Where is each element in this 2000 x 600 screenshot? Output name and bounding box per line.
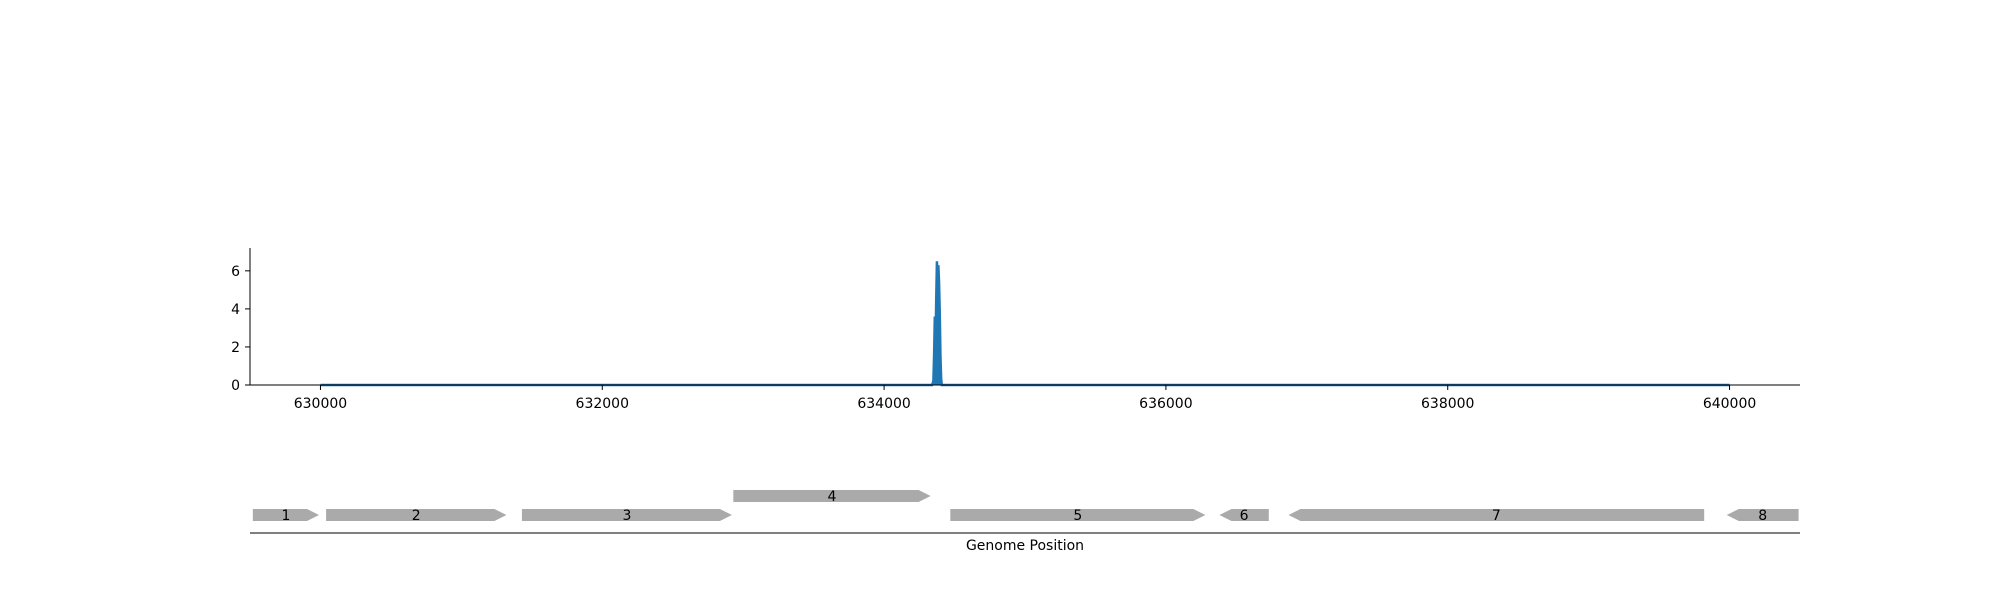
- gene-label: 8: [1758, 508, 1767, 524]
- gene-arrow: [1219, 509, 1269, 521]
- coverage-line: [320, 261, 1730, 387]
- gene-arrow: [733, 490, 931, 502]
- gene-arrow: [1288, 509, 1705, 521]
- x-tick-label: 632000: [576, 396, 629, 412]
- gene-label: 7: [1492, 508, 1501, 524]
- series-layer: [320, 261, 1730, 387]
- genes-layer: 1 2 3 4 5 6 7 8: [252, 489, 1799, 524]
- y-ticks: 0 2 4 6: [231, 264, 250, 394]
- y-tick-label: 6: [231, 264, 240, 280]
- x-ticks: 630000 632000 634000 636000 638000 640000: [294, 385, 1756, 412]
- x-axis-title: Genome Position: [966, 538, 1084, 554]
- gene-label: 2: [412, 508, 421, 524]
- y-tick-label: 4: [231, 302, 240, 318]
- x-tick-label: 638000: [1421, 396, 1474, 412]
- gene-arrow: [950, 509, 1206, 521]
- gene-label: 1: [281, 508, 290, 524]
- y-tick-label: 0: [231, 378, 240, 394]
- gene-arrow: [1726, 509, 1799, 521]
- gene-arrow: [252, 509, 320, 521]
- gene-label: 6: [1240, 508, 1249, 524]
- coverage-area: [320, 261, 1730, 385]
- x-tick-label: 634000: [857, 396, 910, 412]
- gene-label: 5: [1073, 508, 1082, 524]
- coverage-plot: 630000 632000 634000 636000 638000 640000 0 2 4…: [231, 248, 1800, 412]
- gene-arrow: [521, 509, 732, 521]
- x-tick-label: 630000: [294, 396, 347, 412]
- y-tick-label: 2: [231, 340, 240, 356]
- gene-label: 3: [622, 508, 631, 524]
- gene-track: 1 2 3 4 5 6 7 8 Genome Position: [250, 489, 1800, 554]
- gene-label: 4: [827, 489, 836, 505]
- x-tick-label: 640000: [1703, 396, 1756, 412]
- x-tick-label: 636000: [1139, 396, 1192, 412]
- gene-arrow: [326, 509, 507, 521]
